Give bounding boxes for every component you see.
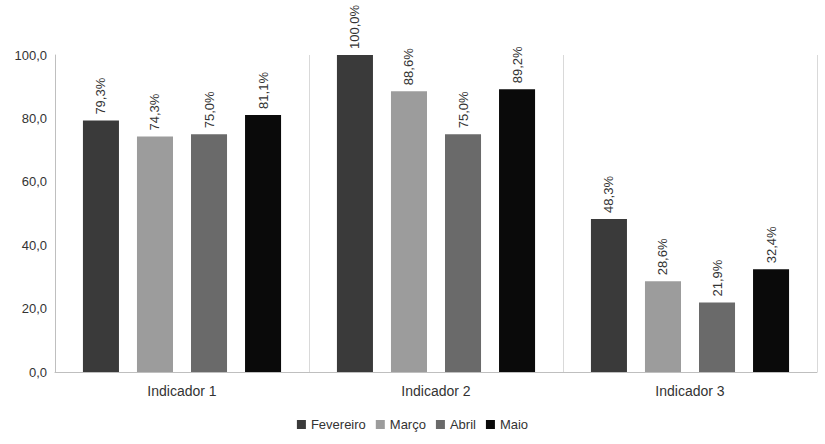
svg-text:28,6%: 28,6% <box>655 238 670 275</box>
svg-text:Indicador 1: Indicador 1 <box>147 383 216 399</box>
svg-text:88,6%: 88,6% <box>401 48 416 85</box>
svg-text:Março: Março <box>390 417 426 432</box>
svg-text:Indicador 2: Indicador 2 <box>401 383 470 399</box>
svg-text:100,0: 100,0 <box>14 48 47 63</box>
svg-text:Fevereiro: Fevereiro <box>311 417 366 432</box>
svg-text:74,3%: 74,3% <box>147 93 162 130</box>
svg-text:79,3%: 79,3% <box>93 77 108 114</box>
svg-text:20,0: 20,0 <box>22 301 47 316</box>
svg-text:75,0%: 75,0% <box>202 91 217 128</box>
svg-text:81,1%: 81,1% <box>256 72 271 109</box>
svg-text:Abril: Abril <box>450 417 476 432</box>
svg-text:Maio: Maio <box>500 417 528 432</box>
svg-text:32,4%: 32,4% <box>764 226 779 263</box>
svg-text:100,0%: 100,0% <box>347 4 362 49</box>
svg-text:75,0%: 75,0% <box>456 91 471 128</box>
svg-text:Indicador 3: Indicador 3 <box>655 383 724 399</box>
svg-text:40,0: 40,0 <box>22 238 47 253</box>
svg-text:89,2%: 89,2% <box>510 46 525 83</box>
svg-text:80,0: 80,0 <box>22 111 47 126</box>
svg-text:21,9%: 21,9% <box>710 259 725 296</box>
svg-text:48,3%: 48,3% <box>601 176 616 213</box>
svg-text:60,0: 60,0 <box>22 174 47 189</box>
svg-text:0,0: 0,0 <box>29 365 47 380</box>
